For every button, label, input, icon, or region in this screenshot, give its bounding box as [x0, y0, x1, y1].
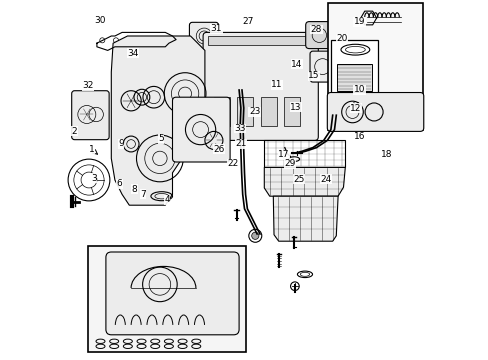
Text: 14: 14	[290, 59, 302, 68]
Text: 26: 26	[213, 145, 224, 154]
Text: 28: 28	[310, 25, 322, 34]
Text: 31: 31	[210, 24, 222, 33]
Bar	[213, 97, 230, 126]
Text: 27: 27	[242, 17, 253, 26]
Text: 10: 10	[353, 85, 365, 94]
Polygon shape	[111, 36, 204, 205]
Text: 33: 33	[234, 124, 245, 133]
Bar	[337, 64, 371, 91]
Text: 8: 8	[132, 184, 137, 194]
Text: 16: 16	[353, 132, 365, 141]
Text: 9: 9	[118, 139, 123, 148]
Bar	[284, 97, 300, 126]
Text: 2: 2	[72, 127, 77, 136]
Text: 29: 29	[284, 159, 295, 168]
Text: 23: 23	[248, 107, 260, 116]
Bar	[208, 36, 309, 45]
Text: 18: 18	[380, 150, 392, 159]
Text: 22: 22	[227, 159, 238, 168]
Text: 13: 13	[290, 103, 301, 112]
FancyBboxPatch shape	[72, 91, 109, 140]
Text: 34: 34	[127, 49, 138, 58]
Text: 11: 11	[270, 80, 282, 89]
Text: 12: 12	[350, 103, 361, 112]
Bar	[328, 3, 422, 130]
Circle shape	[251, 232, 258, 239]
Text: 30: 30	[95, 16, 106, 25]
Text: 17: 17	[278, 150, 289, 159]
Bar	[264, 140, 345, 167]
Text: 25: 25	[293, 175, 305, 184]
Text: 19: 19	[353, 17, 365, 26]
Text: 20: 20	[335, 34, 346, 43]
Text: 1: 1	[88, 145, 97, 154]
FancyBboxPatch shape	[305, 22, 332, 49]
FancyBboxPatch shape	[203, 32, 318, 140]
Bar	[260, 97, 276, 126]
Text: 4: 4	[164, 195, 169, 204]
FancyBboxPatch shape	[326, 93, 423, 131]
Text: 32: 32	[82, 81, 93, 90]
Polygon shape	[264, 167, 345, 196]
FancyBboxPatch shape	[189, 22, 218, 50]
Text: 24: 24	[320, 175, 331, 184]
Text: 15: 15	[307, 71, 319, 80]
Bar	[237, 97, 253, 126]
Polygon shape	[273, 196, 337, 241]
Text: 5: 5	[158, 134, 163, 143]
FancyBboxPatch shape	[106, 252, 239, 335]
Text: 6: 6	[116, 179, 122, 188]
Bar	[330, 40, 377, 93]
FancyBboxPatch shape	[172, 97, 230, 162]
Text: 7: 7	[140, 190, 145, 199]
Text: 21: 21	[235, 139, 246, 148]
Text: 3: 3	[91, 174, 97, 183]
FancyBboxPatch shape	[309, 51, 335, 82]
Bar	[88, 246, 246, 352]
